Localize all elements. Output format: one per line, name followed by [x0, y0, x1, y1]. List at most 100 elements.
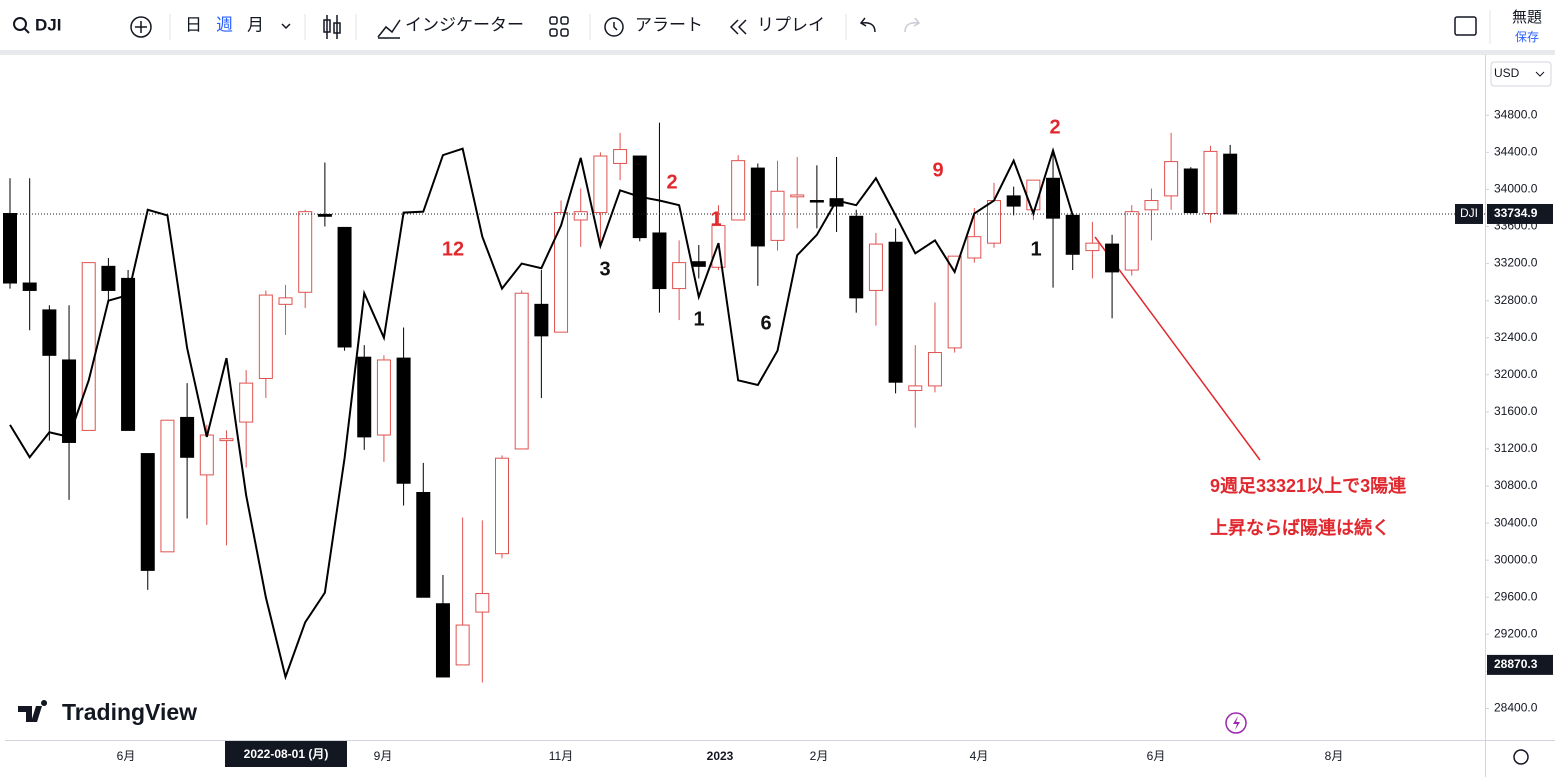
- overlay-line: [9, 147, 1074, 681]
- candle-body: [62, 359, 77, 443]
- candle-body: [908, 385, 923, 392]
- settings-button[interactable]: [1513, 749, 1529, 765]
- y-tick-label: 30000.0: [1494, 552, 1538, 566]
- annotation: 12: [442, 238, 464, 260]
- x-tick-label: 8月: [1325, 749, 1344, 763]
- event-icon[interactable]: [1225, 712, 1247, 734]
- series: [3, 122, 1238, 683]
- plot-area: [5, 55, 1485, 740]
- price-tag-bg: [1487, 203, 1553, 224]
- interval-dropdown[interactable]: [281, 23, 291, 30]
- candle-body: [554, 212, 569, 333]
- interval-month[interactable]: 月: [247, 15, 264, 34]
- chart-type-icon[interactable]: [323, 15, 341, 39]
- save-button[interactable]: 保存: [1515, 30, 1539, 44]
- candle-body: [731, 160, 746, 221]
- y-tick-label: 31600.0: [1494, 404, 1538, 418]
- candle-body: [140, 453, 155, 571]
- search-icon[interactable]: [13, 17, 27, 31]
- candle-body: [888, 241, 903, 383]
- note-text: 上昇ならば陽連は続く: [1210, 517, 1390, 538]
- replay-icon[interactable]: [729, 19, 747, 35]
- candle-body: [534, 303, 549, 337]
- candle-body: [1124, 211, 1139, 271]
- currency-dropdown: [1535, 71, 1545, 77]
- indicators-button[interactable]: インジケーター: [405, 15, 524, 34]
- candle-body: [160, 419, 175, 553]
- x-tick-label: 6月: [117, 749, 136, 763]
- currency-box[interactable]: [1490, 61, 1552, 87]
- alert-icon[interactable]: [604, 17, 624, 37]
- candle-body: [947, 255, 962, 349]
- candle-body: [1026, 179, 1041, 211]
- interval-day[interactable]: 日: [185, 15, 202, 34]
- y-tick-label: 32400.0: [1494, 330, 1538, 344]
- y-tick-label: 31200.0: [1494, 441, 1538, 455]
- candle-body: [809, 200, 824, 203]
- annotation: 2: [1049, 116, 1060, 138]
- candle-body: [573, 211, 588, 221]
- candle-body: [337, 226, 352, 348]
- compare-button[interactable]: [130, 16, 152, 38]
- alert-button[interactable]: アラート: [635, 15, 703, 34]
- candle-body: [1183, 168, 1198, 214]
- annotation: 1: [710, 208, 721, 230]
- candle-body: [298, 211, 313, 293]
- candle-body: [593, 155, 608, 214]
- candle-body: [495, 457, 509, 555]
- candle-body: [1144, 200, 1159, 211]
- candle-body: [967, 236, 982, 259]
- candle-body: [652, 232, 667, 290]
- candle-body: [180, 416, 195, 458]
- indicator-icon[interactable]: [377, 19, 401, 38]
- y-tick-label: 29200.0: [1494, 627, 1538, 641]
- fullscreen-button[interactable]: [1454, 16, 1477, 36]
- candle-body: [514, 292, 529, 450]
- x-tick-label: 9月: [374, 749, 393, 763]
- undo-button[interactable]: [859, 17, 876, 33]
- y-tick-label: 32000.0: [1494, 367, 1538, 381]
- candle-body: [101, 265, 116, 291]
- candle-body: [1105, 243, 1120, 273]
- candle-body: [317, 213, 332, 217]
- layout-icon[interactable]: [549, 16, 569, 37]
- tradingview-logo: TradingView: [18, 699, 197, 725]
- price-tag-bg: [1487, 654, 1553, 675]
- crosshair-label-bg: [225, 741, 347, 767]
- y-tick-label: 32800.0: [1494, 293, 1538, 307]
- candle-body: [475, 593, 490, 613]
- layout-name[interactable]: 無題: [1512, 9, 1542, 26]
- y-tick-label: 30800.0: [1494, 478, 1538, 492]
- annotation: 6: [760, 312, 771, 334]
- symbol[interactable]: DJI: [35, 15, 61, 34]
- redo-button[interactable]: [904, 17, 921, 33]
- interval-week[interactable]: 週: [216, 15, 233, 34]
- candle-body: [121, 277, 136, 431]
- candle-body: [81, 262, 96, 431]
- x-tick-label: 11月: [549, 749, 573, 763]
- currency[interactable]: USD: [1494, 66, 1520, 80]
- candle-body: [672, 262, 687, 290]
- note-text: 9週足33321以上で3陽連: [1210, 475, 1407, 496]
- candle-body: [1085, 242, 1100, 252]
- y-tick-label: 34400.0: [1494, 144, 1538, 158]
- candle-body: [258, 294, 273, 379]
- y-tick-label: 30400.0: [1494, 515, 1538, 529]
- y-tick-label: 34800.0: [1494, 107, 1538, 121]
- price-tag-bg: [1455, 203, 1483, 224]
- candle-body: [199, 434, 214, 476]
- y-tick-label: 28400.0: [1494, 701, 1538, 715]
- candle-body: [1203, 150, 1218, 215]
- candle-body: [1046, 177, 1061, 219]
- replay-button[interactable]: リプレイ: [757, 15, 825, 34]
- candle-body: [357, 356, 372, 438]
- search-icon: [23, 27, 30, 34]
- candle-body: [219, 438, 234, 442]
- candle-body: [396, 357, 411, 484]
- candle-body: [1065, 214, 1080, 255]
- candle-body: [770, 190, 785, 241]
- candle-body: [1164, 161, 1179, 197]
- toolbar-bg: [0, 0, 1555, 50]
- candle-body: [849, 215, 864, 299]
